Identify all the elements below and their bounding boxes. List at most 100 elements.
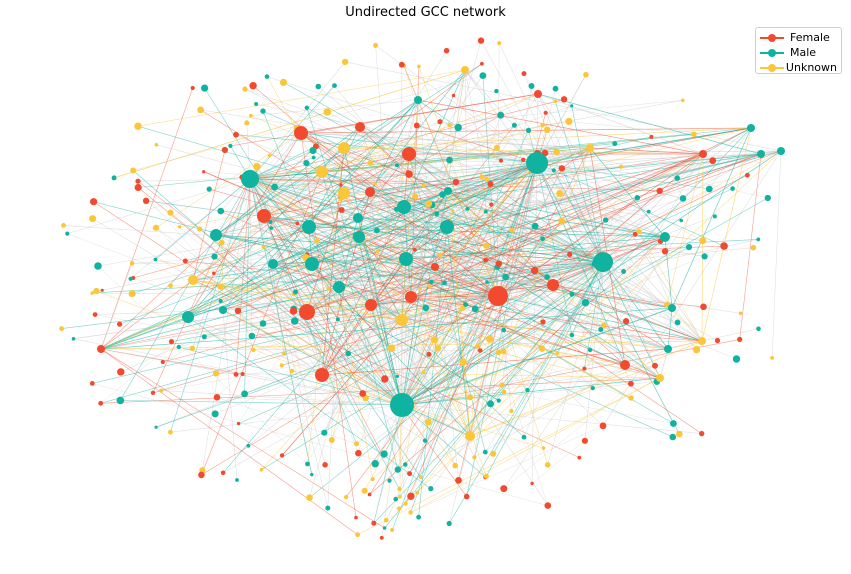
edge [401, 295, 499, 321]
node-unknown [344, 495, 349, 500]
node-unknown [189, 345, 196, 352]
node-male [757, 150, 765, 158]
edge [187, 192, 345, 318]
node-male [756, 237, 761, 242]
node-female [398, 61, 405, 68]
node-unknown [451, 209, 455, 213]
node-male [153, 257, 158, 262]
node-female [540, 319, 546, 325]
node-female [632, 231, 638, 237]
node-unknown [553, 148, 560, 156]
edge [571, 105, 604, 263]
node-female [560, 96, 568, 103]
legend-label-unknown: Unknown [785, 61, 837, 74]
node-female [134, 183, 142, 192]
node-female [413, 122, 420, 129]
node-male [315, 83, 322, 90]
edge [453, 95, 658, 382]
node-male [685, 244, 693, 251]
edge [537, 93, 703, 342]
edge [263, 215, 661, 379]
edge [474, 364, 626, 458]
edge [410, 162, 538, 513]
edge [373, 127, 752, 524]
edge [262, 110, 310, 228]
edge [187, 316, 431, 489]
edge [192, 99, 419, 281]
node-female [443, 47, 450, 54]
node-unknown [168, 283, 174, 289]
edge [403, 153, 410, 208]
edge [497, 295, 702, 434]
edge [263, 99, 419, 217]
edge [300, 132, 357, 518]
node-female [221, 146, 228, 154]
edge [132, 238, 543, 264]
node-unknown [341, 58, 349, 66]
node-male [440, 220, 454, 234]
node-male [621, 269, 627, 274]
edge [536, 74, 587, 164]
edge [308, 217, 359, 228]
node-female [289, 307, 298, 315]
node-male [465, 207, 470, 211]
edge [702, 127, 752, 155]
legend-item-unknown: Unknown [760, 60, 837, 75]
node-female [294, 126, 308, 140]
edge [215, 234, 703, 342]
node-female [567, 251, 573, 257]
edge [405, 236, 666, 260]
node-female [530, 481, 534, 486]
node-male [176, 344, 181, 350]
node-male [581, 299, 590, 307]
node-female [233, 131, 239, 138]
node-unknown [197, 226, 203, 232]
node-male [217, 207, 225, 215]
node-male [246, 443, 251, 448]
node-male [374, 227, 380, 234]
edge [222, 309, 403, 406]
edge [359, 129, 424, 373]
edge [417, 99, 459, 128]
node-female [426, 351, 432, 357]
edge [584, 261, 604, 369]
edge [401, 319, 669, 350]
edge [262, 320, 627, 324]
node-male [570, 104, 574, 108]
node-unknown [467, 394, 473, 401]
edge [133, 170, 403, 406]
edge [343, 192, 471, 437]
node-unknown [289, 368, 295, 374]
edge [345, 61, 782, 152]
edge [248, 319, 403, 447]
node-male [303, 160, 310, 167]
node-unknown [538, 345, 546, 352]
node-unknown [167, 209, 174, 216]
node-female [649, 134, 654, 139]
edge [202, 178, 251, 471]
node-female [315, 368, 329, 382]
node-male [393, 496, 399, 502]
edge [439, 121, 660, 192]
edge [120, 178, 251, 401]
edge [552, 284, 703, 342]
node-unknown [495, 349, 502, 356]
edge [401, 319, 486, 478]
node-female [190, 85, 195, 91]
node-unknown [397, 486, 402, 492]
node-female [371, 520, 377, 526]
node-female [620, 360, 630, 370]
edge [357, 217, 666, 238]
edge [100, 348, 403, 406]
node-female [521, 71, 527, 77]
node-female [487, 181, 494, 187]
edge [398, 176, 483, 471]
edge [424, 264, 594, 441]
node-unknown [408, 510, 413, 515]
node-female [220, 470, 226, 476]
edge [370, 99, 419, 306]
edge [155, 132, 302, 229]
edge [97, 265, 308, 465]
edge [192, 279, 580, 458]
node-unknown [354, 441, 359, 447]
